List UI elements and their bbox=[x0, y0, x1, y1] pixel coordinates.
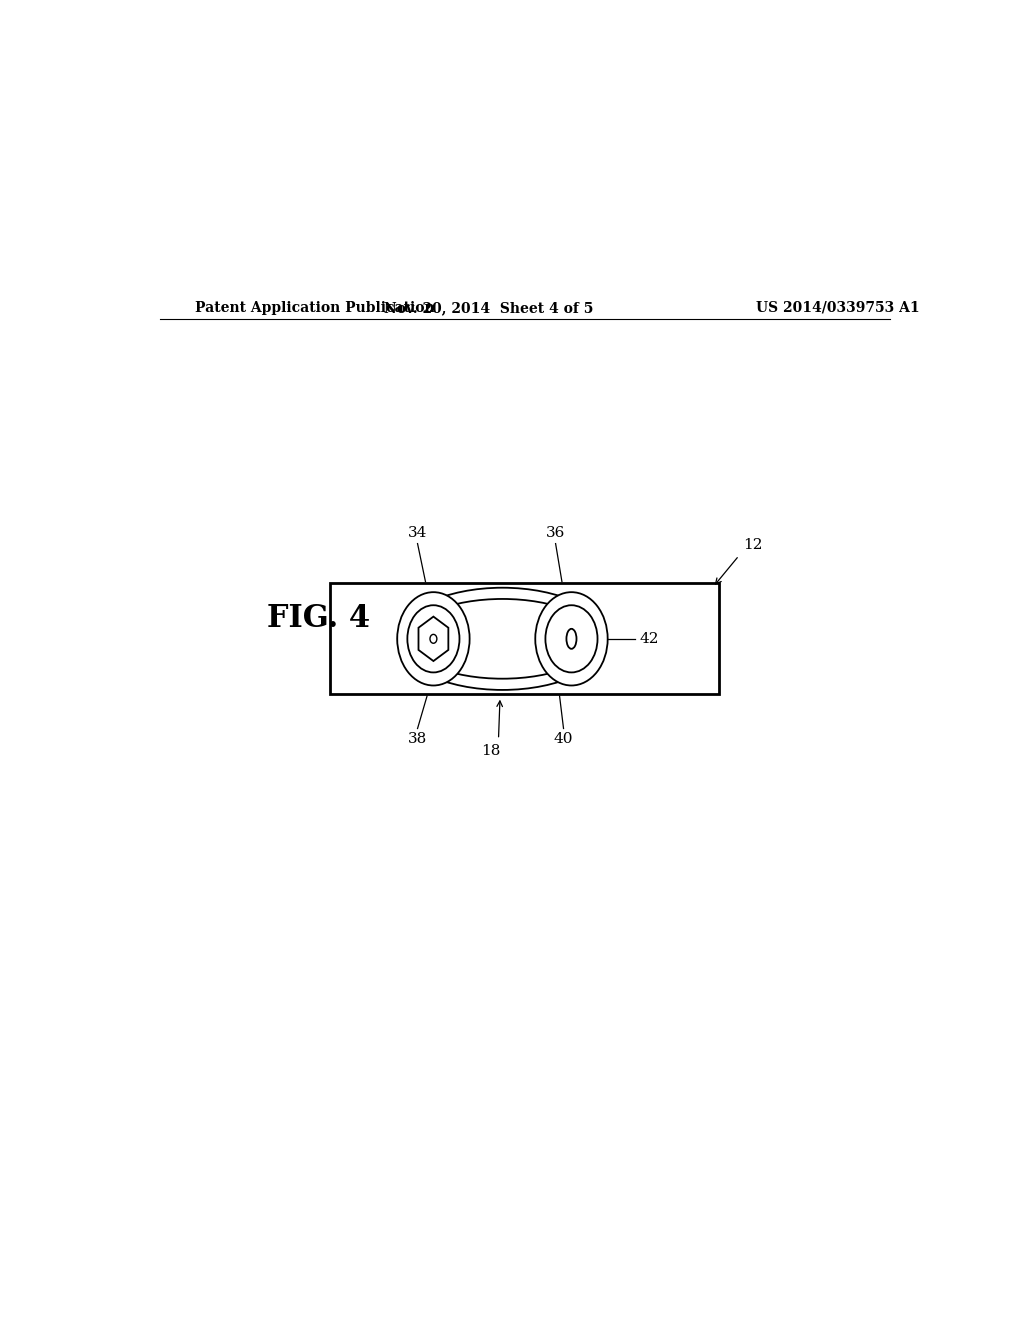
Polygon shape bbox=[419, 616, 449, 661]
Ellipse shape bbox=[566, 628, 577, 649]
Text: 34: 34 bbox=[408, 525, 427, 540]
Ellipse shape bbox=[536, 593, 607, 685]
Ellipse shape bbox=[430, 635, 437, 643]
Text: 40: 40 bbox=[554, 733, 573, 747]
Text: 36: 36 bbox=[546, 525, 565, 540]
Ellipse shape bbox=[546, 606, 598, 672]
Bar bbox=[331, 583, 719, 694]
Text: 12: 12 bbox=[743, 537, 763, 552]
Ellipse shape bbox=[409, 599, 597, 678]
Text: Nov. 20, 2014  Sheet 4 of 5: Nov. 20, 2014 Sheet 4 of 5 bbox=[384, 301, 594, 315]
Text: US 2014/0339753 A1: US 2014/0339753 A1 bbox=[757, 301, 921, 315]
Ellipse shape bbox=[408, 606, 460, 672]
Text: FIG. 4: FIG. 4 bbox=[267, 603, 370, 635]
Ellipse shape bbox=[397, 587, 607, 690]
Text: 18: 18 bbox=[481, 743, 500, 758]
Text: 42: 42 bbox=[639, 632, 658, 645]
Text: Patent Application Publication: Patent Application Publication bbox=[196, 301, 435, 315]
Text: 38: 38 bbox=[408, 733, 427, 747]
Ellipse shape bbox=[397, 593, 470, 685]
